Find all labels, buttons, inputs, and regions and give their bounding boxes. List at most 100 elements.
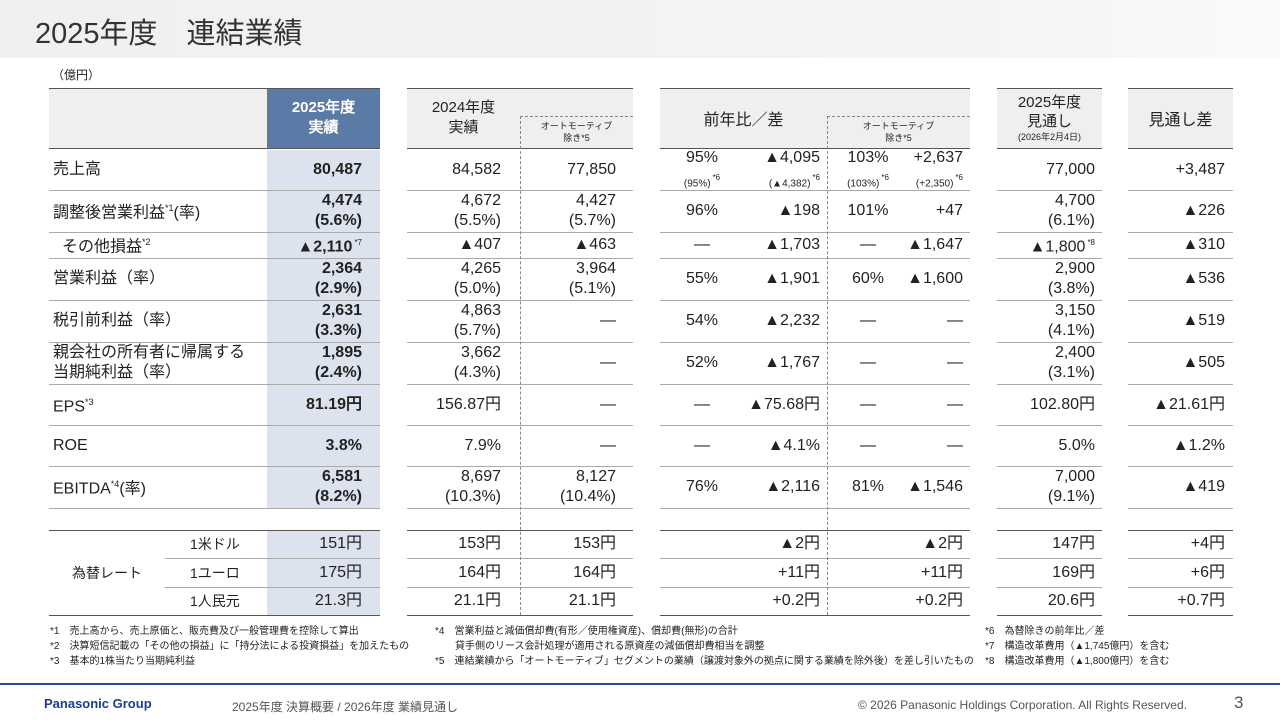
rule <box>1128 342 1233 343</box>
rule <box>407 88 633 89</box>
cell: 1,895 (2.4%) <box>267 342 380 384</box>
cell: 3,964 (5.1%) <box>520 258 633 300</box>
cell-value: 102.80円 <box>1030 395 1095 413</box>
cell-value: 52% <box>685 354 719 371</box>
cell-value: — <box>694 436 710 454</box>
cell: — <box>520 300 633 342</box>
cell-value: +0.2円 <box>915 592 963 609</box>
label-line: 調整後営業利益*1(率) <box>53 198 263 223</box>
cell-value: 175円 <box>319 563 362 581</box>
cell: — <box>520 384 633 425</box>
cell-line: +3,487 <box>1128 160 1225 180</box>
cell: +3,487 <box>1128 150 1233 190</box>
row-label: 親会社の所有者に帰属する 当期純利益（率） <box>53 342 263 384</box>
label-line: その他損益*2 <box>62 232 272 257</box>
cell-line: ▲407 <box>407 235 501 255</box>
cell-line: +0.7円 <box>1128 591 1225 611</box>
cell-line: ▲2円 <box>890 534 963 554</box>
rule <box>49 232 380 233</box>
rule <box>49 300 380 301</box>
cell-line: 4,700 <box>997 191 1095 211</box>
cell-line: 3,964 <box>520 259 616 279</box>
label-text: 営業利益（率） <box>53 270 166 287</box>
label-text: 調整後営業利益 <box>53 204 166 222</box>
cell: 164円 <box>407 558 520 587</box>
cell: ▲419 <box>1128 466 1233 508</box>
dashed-rule <box>827 116 970 117</box>
column-header: 見通し差 <box>1128 88 1233 148</box>
cell-value: ▲1,703 <box>764 236 820 253</box>
cell-value: 147円 <box>1052 535 1095 552</box>
cell-line: 96% <box>660 201 744 221</box>
cell-line: 153円 <box>407 534 501 554</box>
cell-value: 151円 <box>319 535 362 552</box>
rule <box>49 384 380 385</box>
title: 2025年度 連結業績 <box>35 18 303 50</box>
rule <box>660 384 970 385</box>
cell-value: — <box>600 436 616 454</box>
cell: 156.87円 <box>407 384 520 425</box>
cell-line: (4.3%) <box>407 363 501 383</box>
rule <box>660 258 970 259</box>
cell: 54% <box>660 300 744 342</box>
cell-line: — <box>660 395 744 415</box>
cell-line: +11円 <box>890 563 963 583</box>
cell-value: 4,427 <box>575 192 616 209</box>
cell: ▲505 <box>1128 342 1233 384</box>
label-text: 税引前利益（率） <box>53 312 182 329</box>
cell-value: — <box>694 395 710 413</box>
fx-label: 為替レート <box>49 530 165 615</box>
cell-value: — <box>860 436 876 454</box>
cell-value: ▲2円 <box>922 535 963 552</box>
cell: 7,000 (9.1%) <box>997 466 1102 508</box>
cell-value: 84,582 <box>452 161 501 178</box>
cell: 3,662 (4.3%) <box>407 342 520 384</box>
cell-line: — <box>890 311 963 331</box>
cell: 95% (95%)*6 <box>660 149 744 190</box>
cell-line: (▲4,382)*6 <box>725 168 820 192</box>
cell: 2,400 (3.1%) <box>997 342 1102 384</box>
cell-line: — <box>520 353 616 373</box>
cell-line: — <box>890 436 963 456</box>
cell-line: ▲4,095 <box>725 148 820 168</box>
rule <box>660 508 970 509</box>
cell-line: 164円 <box>407 563 501 583</box>
cell-line: — <box>836 311 900 331</box>
cell-line: (3.8%) <box>997 279 1095 299</box>
cell-value: 7.9% <box>464 436 501 454</box>
cell: ▲1,647 <box>890 232 970 258</box>
cell-line: (3.3%) <box>267 321 362 341</box>
cell-value: 7,000 <box>1054 468 1095 485</box>
rule <box>49 466 380 467</box>
cell-line: +47 <box>890 201 963 221</box>
cell-line: — <box>660 436 744 456</box>
cell-value: 60% <box>851 270 885 287</box>
cell-value: 4,700 <box>1054 192 1095 209</box>
rule <box>997 148 1102 149</box>
cell: — <box>836 300 900 342</box>
header-text: 除き*5 <box>885 133 912 143</box>
column-header: オートモーティブ 除き*5 <box>520 116 633 148</box>
rule <box>49 530 380 531</box>
cell-line: 3,150 <box>997 301 1095 321</box>
cell-line: ▲1,703 <box>725 235 820 255</box>
cell-value: (5.0%) <box>453 280 501 297</box>
rule <box>660 88 970 89</box>
cell-line: 2,631 <box>267 301 362 321</box>
cell-value: +0.7円 <box>1177 592 1225 609</box>
cell-line: 21.3円 <box>267 591 362 611</box>
cell-value: ▲1,767 <box>764 354 820 371</box>
label-note: *2 <box>142 237 151 248</box>
cell-value: (4.3%) <box>453 364 501 381</box>
cell-line: ▲2,110 *7 <box>267 233 362 257</box>
footnote: *5 連結業績から「オートモーティブ」セグメントの業績（譲渡対象外の拠点に関する… <box>435 656 974 667</box>
row-label: 営業利益（率） <box>53 258 263 300</box>
cell-value: — <box>600 354 616 371</box>
cell-value: — <box>600 395 616 413</box>
cell-value: +47 <box>935 202 963 219</box>
cell-line: 6,581 <box>267 467 362 487</box>
label-line: EPS*3 <box>53 392 263 417</box>
cell-line: ▲198 <box>725 201 820 221</box>
footnote-group: *1 売上高から、売上原価と、販売費及び一般管理費を控除して算出 *2 決算短信記… <box>50 624 610 674</box>
cell-value: ▲21.61円 <box>1153 395 1225 413</box>
